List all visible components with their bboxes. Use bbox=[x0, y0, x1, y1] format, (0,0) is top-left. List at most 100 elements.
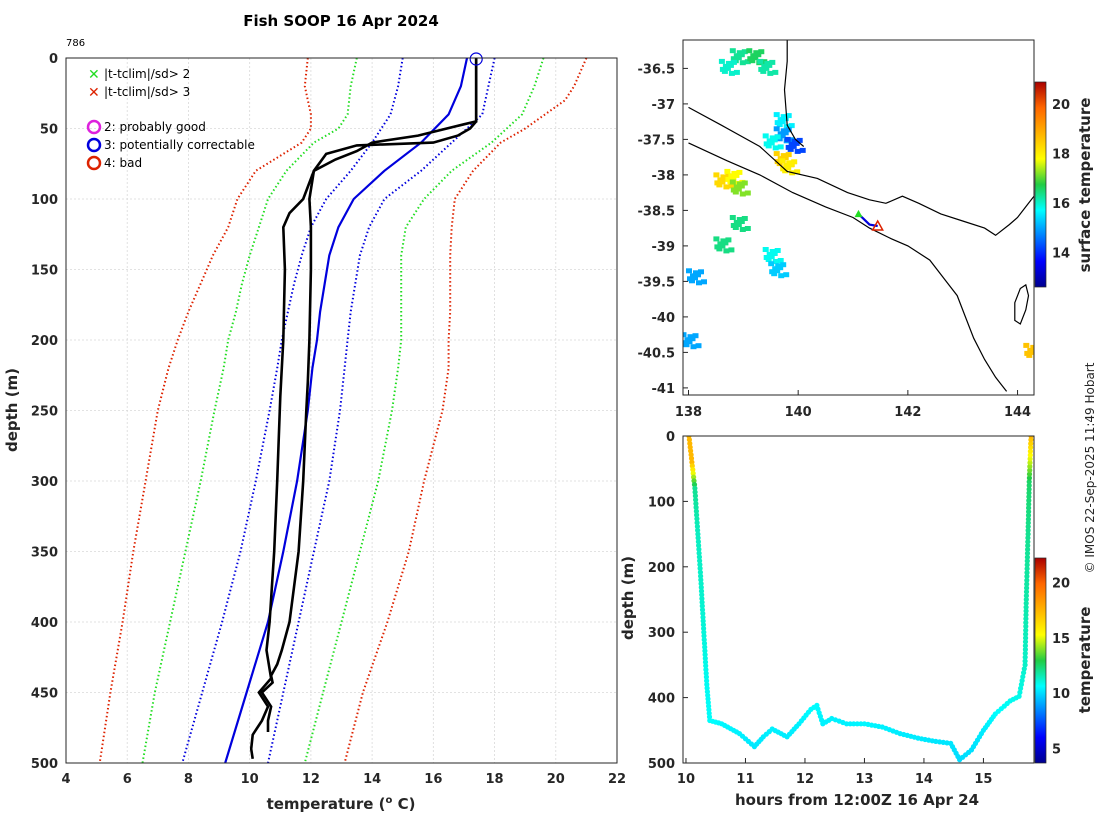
ts-data-point bbox=[696, 554, 703, 560]
ts-ytick-label: 0 bbox=[666, 430, 675, 445]
profile-marker-group bbox=[469, 52, 483, 66]
profile-axes-box bbox=[65, 57, 618, 764]
ts-data-point bbox=[699, 596, 705, 602]
ts-data-point bbox=[693, 508, 700, 514]
ts-data-point bbox=[703, 674, 710, 680]
profile-ytick-label: 400 bbox=[31, 616, 58, 631]
map-sst-pixel bbox=[780, 128, 787, 134]
ts-data-point bbox=[690, 467, 696, 473]
ts-data-point bbox=[700, 610, 706, 617]
map-sst-pixel bbox=[730, 223, 737, 228]
ts-data-point bbox=[1023, 631, 1029, 637]
ts-xtick-label: 13 bbox=[855, 772, 873, 787]
map-sst-pixel bbox=[766, 252, 773, 257]
ts-data-point bbox=[692, 489, 698, 495]
map-sst-pixel bbox=[690, 273, 696, 279]
ts-data-point bbox=[1022, 654, 1028, 660]
map-sst-pixel bbox=[728, 173, 735, 179]
map-sst-pixel bbox=[693, 270, 699, 276]
map-sst-pixel bbox=[728, 183, 735, 189]
map-sst-pixel bbox=[733, 220, 740, 225]
map-sst-pixel bbox=[772, 266, 779, 272]
map-sst-pixel bbox=[733, 53, 740, 59]
ts-data-point bbox=[1023, 635, 1029, 641]
profile-ytick-label: 0 bbox=[49, 52, 58, 67]
map-ytick-label: -40.5 bbox=[638, 346, 675, 361]
ts-data-point bbox=[1025, 516, 1031, 522]
ts-data-point bbox=[1027, 460, 1033, 466]
profile-ylabel: depth (m) bbox=[3, 368, 21, 452]
ts-data-point bbox=[697, 565, 703, 572]
map-ytick-label: -39 bbox=[652, 240, 676, 255]
ts-data-point bbox=[1025, 535, 1031, 541]
ts-data-point bbox=[1025, 543, 1031, 549]
ts-data-point bbox=[1026, 479, 1032, 485]
ts-data-point bbox=[693, 497, 699, 503]
ts-data-point bbox=[1023, 596, 1029, 603]
map-sst-pixel bbox=[725, 60, 732, 66]
ts-data-point bbox=[1028, 444, 1034, 450]
map-sst-pixel bbox=[772, 259, 779, 264]
map-sst-pixel bbox=[695, 343, 702, 349]
ts-data-point bbox=[1023, 627, 1029, 633]
map-sst-pixel bbox=[785, 152, 792, 158]
ts-data-point bbox=[1022, 639, 1029, 645]
ts-data-point bbox=[1018, 681, 1024, 688]
ts-data-point bbox=[691, 478, 697, 484]
ts-data-point bbox=[1025, 531, 1031, 537]
ts-data-point bbox=[851, 721, 857, 727]
map-ytick-label: -41 bbox=[652, 382, 676, 397]
map-track-end-marker bbox=[871, 219, 884, 231]
map-sst-pixel bbox=[736, 50, 743, 56]
ts-data-point bbox=[699, 603, 705, 609]
ts-xtick-label: 11 bbox=[736, 772, 754, 787]
map-sst-pixel bbox=[729, 215, 736, 220]
ts-data-point bbox=[844, 721, 850, 727]
ts-data-point bbox=[1026, 497, 1032, 504]
profile-series-clim-1sd bbox=[267, 58, 496, 763]
map-sst-pixel bbox=[683, 340, 688, 346]
map-sst-pixel bbox=[739, 227, 746, 232]
ts-data-point bbox=[1026, 475, 1032, 481]
map-xtick-label: 140 bbox=[785, 405, 812, 420]
ts-data-point bbox=[1020, 674, 1026, 680]
map-sst-pixel bbox=[762, 133, 769, 139]
ts-tick-labels: 10 11 12 13 14 15 0 100 200 300 400 500 bbox=[648, 430, 993, 787]
map-sst-pixel bbox=[764, 60, 771, 66]
map-sst-pixel bbox=[785, 127, 792, 133]
map-sst-pixel bbox=[690, 344, 697, 350]
map-sst-pixel bbox=[719, 66, 726, 72]
ts-data-point bbox=[693, 504, 699, 510]
map-sst-pixel bbox=[762, 247, 769, 252]
map-sst-pixel bbox=[729, 48, 736, 54]
map-sst-pixel bbox=[777, 117, 784, 123]
ts-colorbar-tick-label: 10 bbox=[1052, 687, 1070, 702]
ts-data-point bbox=[695, 531, 701, 537]
map-sst-pixel bbox=[701, 279, 707, 285]
map-sst-pixel bbox=[753, 50, 760, 56]
ts-data-point bbox=[686, 437, 693, 443]
profile-xtick-label: 6 bbox=[123, 772, 132, 787]
legend-x3-marker-icon: ✕ bbox=[88, 85, 100, 101]
ts-data-point bbox=[1023, 600, 1029, 606]
profile-xtick-label: 18 bbox=[486, 772, 504, 787]
ts-data-point bbox=[1027, 452, 1033, 458]
map-sst-pixel bbox=[772, 145, 779, 151]
map-colorbar-label: surface temperature bbox=[1076, 98, 1094, 273]
map-sst-pixel bbox=[791, 159, 798, 165]
ts-axes-box bbox=[682, 435, 1035, 764]
map-colorbar-tick-label: 16 bbox=[1052, 197, 1070, 212]
ts-data-point bbox=[695, 539, 702, 545]
map-track-start-marker bbox=[854, 209, 863, 218]
map-sst-pixel bbox=[794, 148, 801, 154]
map-sst-pixel bbox=[684, 337, 691, 343]
map-sst-pixel bbox=[717, 177, 724, 183]
map-sst-pixel bbox=[1030, 344, 1034, 350]
ts-data-point bbox=[694, 512, 700, 518]
map-xtick-label: 138 bbox=[675, 405, 702, 420]
ts-data-point bbox=[704, 678, 710, 684]
map-ytick-label: -39.5 bbox=[638, 275, 675, 290]
map-sst-pixel bbox=[1023, 342, 1030, 348]
ts-data-point bbox=[1025, 539, 1031, 545]
